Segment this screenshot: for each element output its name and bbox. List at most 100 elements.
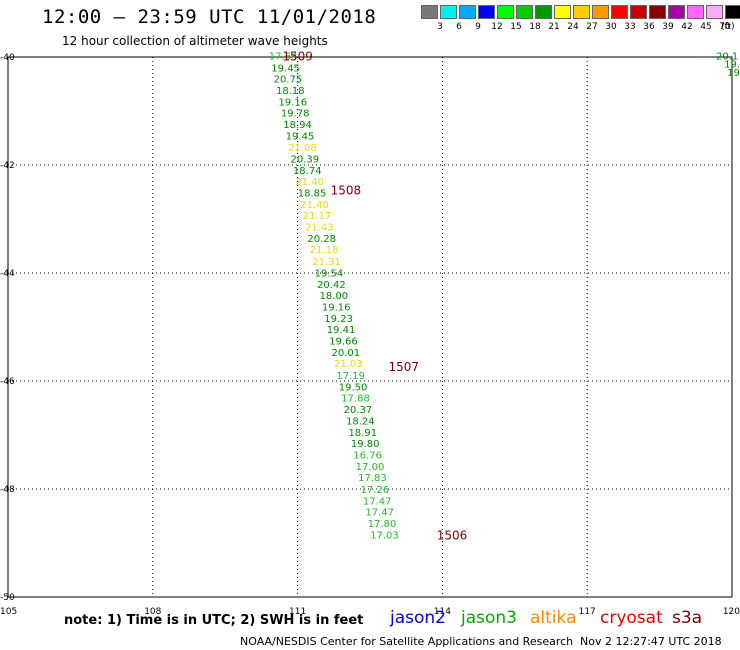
y-tick-label: -46 — [0, 377, 15, 387]
wave-height-point: 17.47 — [365, 508, 394, 519]
wave-height-point: 20.37 — [344, 405, 373, 416]
wave-height-point: 20.01 — [332, 348, 361, 359]
y-tick-label: -44 — [0, 269, 15, 279]
scale-swatch — [440, 5, 457, 19]
wave-height-point: 19.45 — [271, 63, 300, 74]
scale-label: 18 — [529, 22, 541, 32]
scale-label: 36 — [643, 22, 655, 32]
scale-swatch — [573, 5, 590, 19]
wave-height-point: 17.19 — [336, 371, 365, 382]
scale-swatch — [421, 5, 438, 19]
scale-swatch — [497, 5, 514, 19]
wave-height-point: 19.45 — [286, 131, 315, 142]
scale-label: 12 — [491, 22, 503, 32]
wave-height-point: 19.54 — [315, 268, 344, 279]
wave-height-point: 18.85 — [298, 189, 327, 200]
x-tick-label: 120 — [723, 607, 740, 617]
chart-title: 12:00 – 23:59 UTC 11/01/2018 — [42, 6, 377, 28]
wave-height-point: 20.42 — [317, 280, 346, 291]
wave-height-point: 19.16 — [322, 302, 351, 313]
wave-height-point: 19.23 — [324, 314, 353, 325]
wave-height-point: 17.03 — [370, 530, 399, 541]
wave-height-point: 17.83 — [358, 473, 387, 484]
scale-label: 39 — [662, 22, 674, 32]
y-tick-label: -42 — [0, 161, 15, 171]
wave-height-point: 19.41 — [327, 325, 356, 336]
scale-swatch — [478, 5, 495, 19]
scale-swatch — [649, 5, 666, 19]
scale-swatch — [535, 5, 552, 19]
wave-height-point: 18.18 — [276, 86, 305, 97]
scale-label: 70 — [719, 22, 731, 32]
wave-height-point: 18.24 — [346, 416, 375, 427]
wave-height-point: 18.74 — [293, 166, 322, 177]
scale-swatch — [611, 5, 628, 19]
wave-height-point: 19.16 — [278, 97, 307, 108]
wave-height-point: 17.26 — [361, 485, 390, 496]
scale-swatch — [630, 5, 647, 19]
wave-height-point: 19. — [724, 59, 740, 70]
scale-swatch — [459, 5, 476, 19]
wave-height-point: 21.40 — [295, 177, 324, 188]
wave-height-point: 17.47 — [363, 496, 392, 507]
satellite-legend-item: cryosat — [600, 608, 663, 628]
scale-label: 30 — [605, 22, 617, 32]
scale-swatch — [554, 5, 571, 19]
wave-height-point: 17.80 — [368, 519, 397, 530]
chart-subtitle: 12 hour collection of altimeter wave hei… — [62, 34, 328, 48]
x-tick-label: 114 — [434, 607, 451, 617]
y-tick-label: -40 — [0, 53, 15, 63]
wave-height-point: 21.03 — [334, 359, 363, 370]
wave-height-point: 17.64 — [269, 51, 298, 62]
timestamp-text: Nov 2 12:27:47 UTC 2018 — [580, 635, 722, 648]
scale-label: 33 — [624, 22, 636, 32]
scale-label: 21 — [548, 22, 560, 32]
wave-height-point: 17.00 — [356, 462, 385, 473]
satellite-legend-item: s3a — [672, 608, 703, 628]
scale-label: 6 — [456, 22, 462, 32]
scale-unit-label: (ft) — [721, 22, 735, 32]
scale-label: 24 — [567, 22, 579, 32]
x-tick-label: 108 — [144, 607, 161, 617]
scale-label: 45 — [700, 22, 712, 32]
time-label: 1509 — [282, 49, 313, 63]
wave-height-point: 21.17 — [303, 211, 332, 222]
y-tick-label: -50 — [0, 593, 15, 603]
satellite-legend-item: altika — [530, 608, 577, 628]
scale-label: 27 — [586, 22, 598, 32]
time-label: 1506 — [437, 528, 468, 542]
wave-height-point: 18.91 — [348, 428, 377, 439]
wave-height-point: 21.08 — [288, 143, 317, 154]
scale-swatch — [687, 5, 704, 19]
wave-height-point: 19.66 — [329, 337, 358, 348]
wave-height-point: 20.1 — [716, 51, 738, 62]
wave-height-point: 16.76 — [353, 450, 382, 461]
wave-height-point: 20.75 — [274, 75, 303, 86]
wave-height-point: 18.00 — [319, 291, 348, 302]
satellite-legend-item: jason2 — [390, 608, 446, 628]
wave-height-point: 21.18 — [310, 245, 339, 256]
wave-height-point: 21.40 — [300, 200, 329, 211]
plot-frame — [7, 56, 733, 598]
scale-swatch — [706, 5, 723, 19]
wave-height-point: 19 — [727, 68, 740, 79]
scale-label: 15 — [510, 22, 522, 32]
y-tick-label: -48 — [0, 485, 15, 495]
wave-height-point: 18.94 — [283, 120, 312, 131]
x-tick-label: 117 — [579, 607, 596, 617]
wave-height-point: 20.39 — [291, 155, 320, 166]
scale-label: 3 — [437, 22, 443, 32]
wave-height-point: 19.50 — [339, 382, 368, 393]
scale-swatch — [516, 5, 533, 19]
wave-height-point: 17.88 — [341, 394, 370, 405]
scale-label: 42 — [681, 22, 693, 32]
scale-swatch — [668, 5, 685, 19]
scale-label: 9 — [475, 22, 481, 32]
wave-height-point: 21.31 — [312, 257, 341, 268]
credit-text: NOAA/NESDIS Center for Satellite Applica… — [240, 635, 574, 648]
wave-height-point: 19.80 — [351, 439, 380, 450]
x-tick-label: 111 — [289, 607, 306, 617]
wave-height-point: 19.78 — [281, 109, 310, 120]
time-label: 1508 — [331, 183, 362, 197]
